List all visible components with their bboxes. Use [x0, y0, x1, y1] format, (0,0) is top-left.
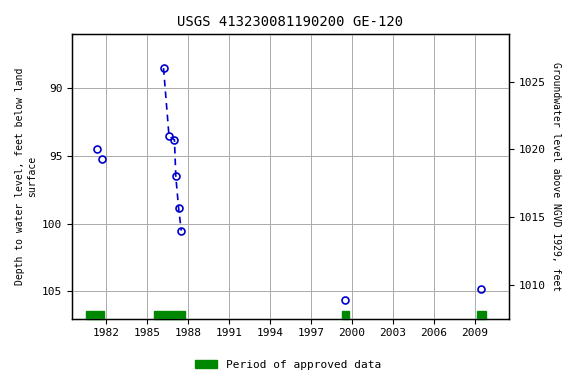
Bar	[86, 311, 104, 319]
Bar	[342, 311, 349, 319]
Bar	[478, 311, 486, 319]
Title: USGS 413230081190200 GE-120: USGS 413230081190200 GE-120	[177, 15, 403, 29]
Y-axis label: Depth to water level, feet below land
surface: Depth to water level, feet below land su…	[15, 68, 37, 285]
Y-axis label: Groundwater level above NGVD 1929, feet: Groundwater level above NGVD 1929, feet	[551, 62, 561, 291]
Legend: Period of approved data: Period of approved data	[191, 356, 385, 375]
Bar	[154, 311, 185, 319]
